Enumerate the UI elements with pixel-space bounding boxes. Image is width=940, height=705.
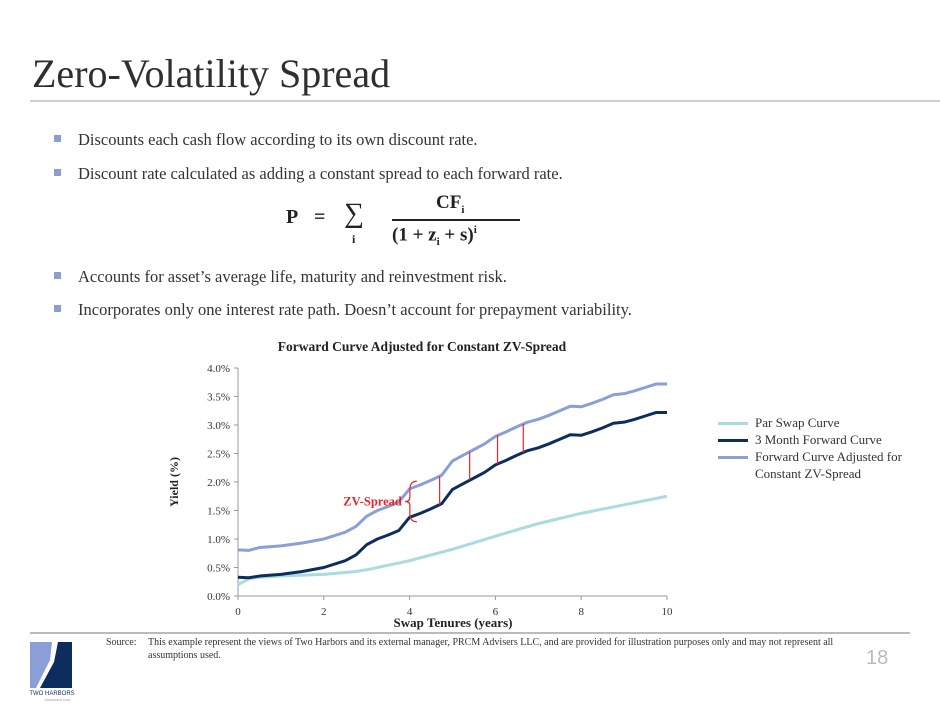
source-note: Source: This example represent the views… — [106, 636, 866, 662]
bullet-square-icon — [54, 305, 61, 312]
formula-equals: = — [314, 206, 326, 228]
svg-text:TWO HARBORS: TWO HARBORS — [29, 691, 74, 697]
zv-spread-brace — [404, 480, 417, 523]
bullet-square-icon — [54, 169, 61, 176]
series-line-3-month-forward-curve — [237, 410, 667, 580]
bullet-item: Discounts each cash flow according to it… — [54, 130, 478, 150]
formula-denominator: (1 + zi + s)i — [392, 224, 477, 249]
y-tick-label: 2.5% — [207, 449, 230, 461]
bullet-text: Discount rate calculated as adding a con… — [78, 164, 563, 183]
formula-numerator: CFi — [436, 192, 465, 216]
chart-legend: Par Swap Curve 3 Month Forward Curve For… — [718, 414, 902, 482]
source-text: This example represent the views of Two … — [148, 637, 834, 661]
y-tick-label: 2.0% — [207, 477, 230, 489]
y-tick-label: 4.0% — [207, 363, 230, 375]
zv-formula: P = ∑ i CFi (1 + zi + s)i — [286, 192, 546, 252]
formula-lhs: P — [286, 206, 299, 228]
series-line-forward-curve-adjusted-for-constant-zv-spread — [237, 382, 667, 552]
x-axis-label: Swap Tenures (years) — [394, 615, 513, 630]
slide-title: Zero-Volatility Spread — [32, 51, 391, 96]
series-line-par-swap-curve — [237, 494, 668, 586]
legend-item-adjusted: Forward Curve Adjusted for Constant ZV-Sp… — [718, 448, 902, 482]
x-tick-label: 10 — [662, 606, 674, 618]
bullet-square-icon — [54, 272, 61, 279]
zv-spread-label: ZV-Spread — [343, 494, 402, 508]
source-label: Source: — [106, 637, 137, 648]
bullet-square-icon — [54, 135, 61, 142]
page-number: 18 — [866, 647, 889, 669]
y-tick-label: 0.0% — [207, 591, 230, 603]
bullet-text: Discounts each cash flow according to it… — [78, 130, 478, 149]
legend-item-forward: 3 Month Forward Curve — [718, 431, 902, 448]
x-tick-label: 4 — [407, 606, 413, 618]
bullet-text: Incorporates only one interest rate path… — [78, 300, 632, 319]
formula-fraction-bar — [392, 219, 520, 221]
y-tick-label: 0.5% — [207, 563, 230, 575]
x-tick-label: 6 — [493, 606, 499, 618]
x-tick-label: 2 — [321, 606, 327, 618]
formula-sum: ∑ — [344, 198, 364, 229]
bullet-item: Incorporates only one interest rate path… — [54, 300, 632, 320]
bullet-item: Discount rate calculated as adding a con… — [54, 164, 563, 184]
y-tick-label: 3.0% — [207, 420, 230, 432]
title-divider — [30, 100, 940, 102]
legend-item-par-swap: Par Swap Curve — [718, 414, 902, 431]
formula-sum-index: i — [352, 232, 356, 246]
x-tick-label: 0 — [235, 606, 241, 618]
footer-divider — [30, 632, 910, 634]
bullet-item: Accounts for asset’s average life, matur… — [54, 267, 507, 287]
y-axis-label: Yield (%) — [167, 457, 181, 507]
bullet-text: Accounts for asset’s average life, matur… — [78, 267, 507, 286]
y-tick-label: 1.5% — [207, 506, 230, 518]
chart-title: Forward Curve Adjusted for Constant ZV-S… — [278, 339, 567, 354]
x-tick-label: 8 — [578, 606, 584, 618]
y-tick-label: 3.5% — [207, 392, 230, 404]
svg-text:Investment Corp.: Investment Corp. — [45, 698, 72, 702]
y-tick-label: 1.0% — [207, 534, 230, 546]
two-harbors-logo: TWO HARBORS Investment Corp. — [29, 642, 75, 702]
